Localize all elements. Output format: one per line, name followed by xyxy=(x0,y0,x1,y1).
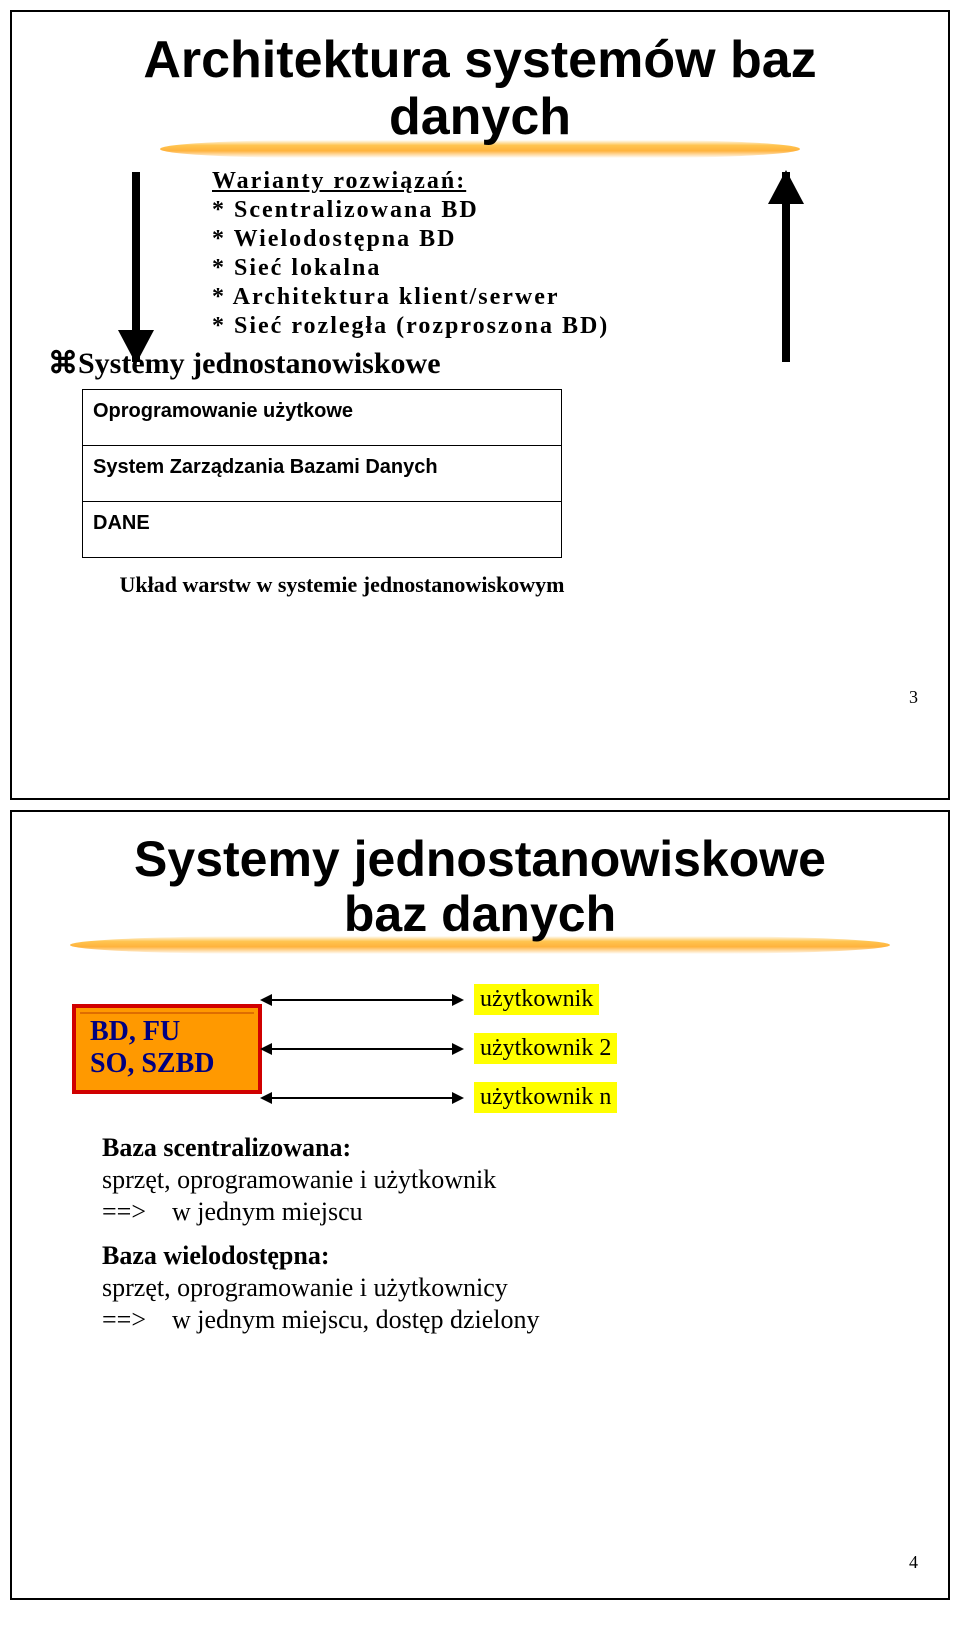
variants-block: Warianty rozwiązań: * Scentralizowana BD… xyxy=(212,168,918,340)
user-column: użytkownik użytkownik 2 użytkownik n xyxy=(262,984,617,1113)
page-number: 3 xyxy=(909,687,918,708)
bullet-glyph: ⌘ xyxy=(48,347,78,380)
section-multiaccess: Baza wielodostępna: sprzęt, oprogramowan… xyxy=(102,1241,918,1335)
layer-table: Oprogramowanie użytkowe System Zarządzan… xyxy=(82,389,562,558)
user-label: użytkownik n xyxy=(474,1082,617,1113)
title-line1: Architektura systemów baz xyxy=(143,31,816,89)
section-arrow-line: ==> w jednym miejscu, dostęp dzielony xyxy=(102,1305,918,1335)
variant-item: * Sieć lokalna xyxy=(212,255,918,282)
user-label: użytkownik xyxy=(474,984,599,1015)
user-arrow-row: użytkownik 2 xyxy=(262,1033,617,1064)
slide-1: Architektura systemów baz danych Wariant… xyxy=(10,10,950,800)
section-head: Baza scentralizowana: xyxy=(102,1133,918,1163)
diagram-row: BD, FU SO, SZBD użytkownik użytkownik 2 … xyxy=(72,984,918,1113)
user-arrow-row: użytkownik n xyxy=(262,1082,617,1113)
box-line: BD, FU xyxy=(90,1016,244,1048)
variant-item: * Scentralizowana BD xyxy=(212,197,918,224)
double-arrow-icon xyxy=(262,999,462,1001)
page-number: 4 xyxy=(909,1552,918,1573)
layer-row: Oprogramowanie użytkowe xyxy=(83,390,561,445)
layer-caption: Układ warstw w systemie jednostanowiskow… xyxy=(82,572,602,598)
title-line1: Systemy jednostanowiskowe xyxy=(134,831,826,887)
section-centralized: Baza scentralizowana: sprzęt, oprogramow… xyxy=(102,1133,918,1227)
slide2-title: Systemy jednostanowiskowe baz danych xyxy=(42,832,918,942)
slide1-title: Architektura systemów baz danych xyxy=(42,32,918,146)
layer-row: DANE xyxy=(83,501,561,557)
title-line2: baz danych xyxy=(344,886,616,942)
box-line: SO, SZBD xyxy=(90,1048,244,1080)
variant-item: * Wielodostępna BD xyxy=(212,226,918,253)
variant-item: * Architektura klient/serwer xyxy=(212,284,918,311)
double-arrow-icon xyxy=(262,1097,462,1099)
variants-heading: Warianty rozwiązań: xyxy=(212,168,918,195)
arrow-down xyxy=(132,172,140,362)
slide-2: Systemy jednostanowiskowe baz danych BD,… xyxy=(10,810,950,1600)
variant-item: * Sieć rozległa (rozproszona BD) xyxy=(212,313,918,340)
section-head: Baza wielodostępna: xyxy=(102,1241,918,1271)
section-arrow-line: ==> w jednym miejscu xyxy=(102,1197,918,1227)
user-arrow-row: użytkownik xyxy=(262,984,617,1015)
title-line2: danych xyxy=(389,88,571,146)
db-box: BD, FU SO, SZBD xyxy=(72,1004,262,1094)
section-line: sprzęt, oprogramowanie i użytkownicy xyxy=(102,1273,918,1303)
double-arrow-icon xyxy=(262,1048,462,1050)
user-label: użytkownik 2 xyxy=(474,1033,617,1064)
arrow-up xyxy=(782,172,790,362)
layer-row: System Zarządzania Bazami Danych xyxy=(83,445,561,501)
section-line: sprzęt, oprogramowanie i użytkownik xyxy=(102,1165,918,1195)
